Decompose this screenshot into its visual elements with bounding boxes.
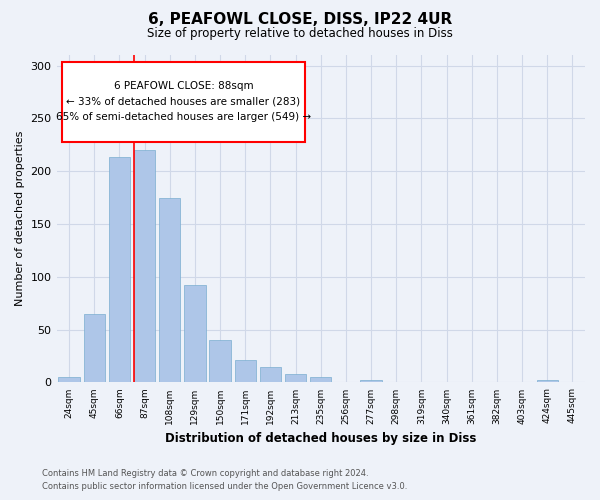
Bar — [361, 380, 382, 382]
X-axis label: Distribution of detached houses by size in Diss: Distribution of detached houses by size … — [165, 432, 476, 445]
Bar — [235, 360, 256, 382]
Y-axis label: Number of detached properties: Number of detached properties — [15, 131, 25, 306]
Text: 6, PEAFOWL CLOSE, DISS, IP22 4UR: 6, PEAFOWL CLOSE, DISS, IP22 4UR — [148, 12, 452, 28]
Bar — [159, 198, 181, 382]
Bar — [536, 380, 558, 382]
Text: Size of property relative to detached houses in Diss: Size of property relative to detached ho… — [147, 28, 453, 40]
FancyBboxPatch shape — [62, 62, 305, 142]
Bar — [109, 158, 130, 382]
Bar — [285, 374, 307, 382]
Bar — [260, 366, 281, 382]
Text: Contains public sector information licensed under the Open Government Licence v3: Contains public sector information licen… — [42, 482, 407, 491]
Bar — [209, 340, 231, 382]
Bar — [58, 377, 80, 382]
Text: 6 PEAFOWL CLOSE: 88sqm
← 33% of detached houses are smaller (283)
65% of semi-de: 6 PEAFOWL CLOSE: 88sqm ← 33% of detached… — [56, 81, 311, 122]
Bar — [184, 286, 206, 382]
Bar — [310, 377, 331, 382]
Text: Contains HM Land Registry data © Crown copyright and database right 2024.: Contains HM Land Registry data © Crown c… — [42, 468, 368, 477]
Bar — [83, 314, 105, 382]
Bar — [134, 150, 155, 382]
